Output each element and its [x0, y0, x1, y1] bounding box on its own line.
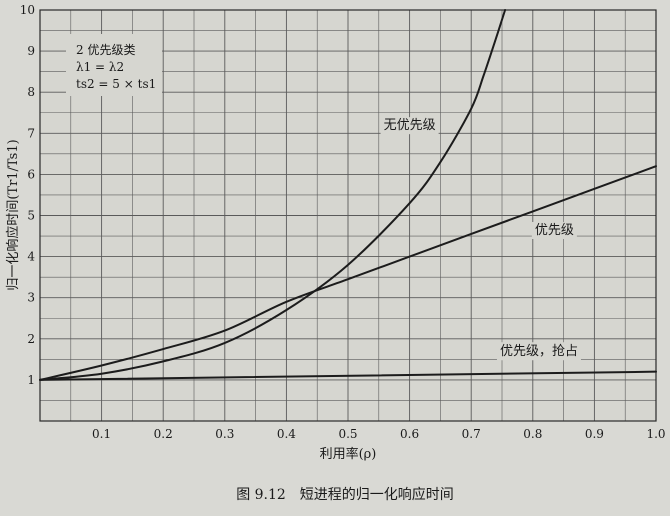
x-tick-label: 0.4	[277, 427, 296, 441]
y-tick-label: 2	[27, 332, 35, 346]
x-tick-label: 1.0	[646, 427, 665, 441]
x-tick-label: 0.7	[462, 427, 481, 441]
y-tick-label: 4	[27, 250, 35, 264]
x-axis-title: 利用率(ρ)	[320, 446, 377, 462]
x-tick-label: 0.6	[400, 427, 419, 441]
y-tick-labels: 1 2 3 4 5 6 7 8 9 10	[20, 3, 36, 387]
y-tick-label: 3	[27, 291, 35, 305]
curve-label-3: 优先级，抢占	[500, 343, 578, 359]
y-tick-label: 7	[27, 126, 35, 140]
curve-label-background	[496, 342, 581, 361]
x-tick-label: 0.1	[92, 427, 111, 441]
x-tick-label: 0.8	[523, 427, 542, 441]
curve-label-2: 优先级	[535, 223, 574, 238]
x-tick-label: 0.3	[215, 427, 234, 441]
y-axis-title: 归一化响应时间(Tr1/Ts1)	[5, 139, 21, 290]
series-line-2	[39, 165, 657, 381]
x-tick-label: 0.9	[585, 427, 604, 441]
legend-line-1: 2 优先级类	[76, 43, 135, 57]
y-tick-label: 10	[20, 3, 35, 17]
series-lines	[39, 9, 657, 381]
x-tick-label: 0.2	[154, 427, 173, 441]
legend-line-2: λ1 = λ2	[76, 60, 124, 74]
x-tick-label: 0.5	[338, 427, 357, 441]
y-tick-label: 5	[27, 209, 35, 223]
figure-caption: 图 9.12 短进程的归一化响应时间	[236, 486, 454, 503]
legend-line-3: ts2 = 5 × ts1	[76, 77, 156, 91]
y-tick-label: 6	[27, 167, 35, 181]
curve-label-background	[531, 221, 577, 239]
y-tick-label: 8	[27, 85, 35, 99]
legend-background	[66, 34, 162, 96]
y-tick-label: 9	[27, 44, 35, 58]
y-tick-label: 1	[27, 373, 35, 387]
series-line-3	[39, 370, 657, 381]
series-line-1	[39, 9, 507, 381]
plot-frame	[39, 9, 657, 422]
curve-label-1: 无优先级	[384, 118, 436, 133]
curve-label-background	[380, 117, 439, 135]
x-tick-labels: 0.1 0.2 0.3 0.4 0.5 0.6 0.7 0.8 0.9 1.0	[92, 427, 665, 441]
legend-box: 2 优先级类 λ1 = λ2 ts2 = 5 × ts1	[66, 34, 162, 96]
